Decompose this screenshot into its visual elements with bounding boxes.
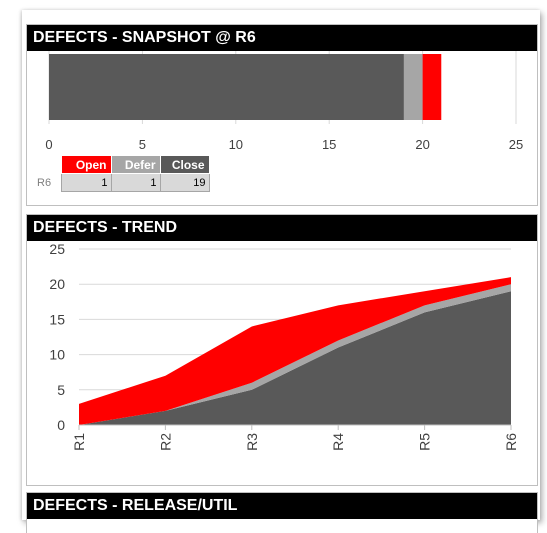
- trend-x-tick-label: R6: [503, 433, 519, 451]
- trend-y-tick-label: 0: [57, 417, 65, 433]
- trend-y-tick-label: 10: [49, 347, 65, 363]
- trend-chart: 0 5 10 15 20 25 R1 R2 R3 R4 R5 R6: [49, 241, 519, 451]
- data-table-value-open: 1: [60, 173, 112, 192]
- trend-area-open: [79, 277, 511, 425]
- snapshot-x-tick-label: 0: [45, 137, 52, 151]
- data-table-value-defer: 1: [110, 173, 161, 192]
- snapshot-data-table: Open Defer Close R6 1 1 19: [37, 155, 210, 192]
- snapshot-panel: DEFECTS - SNAPSHOT @ R6 0 5 10 15 20 25 Open …: [26, 24, 538, 206]
- release-panel: DEFECTS - RELEASE/UTIL: [26, 492, 538, 533]
- data-table-row-label: R6: [37, 176, 52, 189]
- data-table-header-defer: Defer: [110, 155, 161, 174]
- trend-x-tick-label: R1: [71, 433, 87, 451]
- trend-area-defer: [79, 284, 511, 425]
- trend-x-tick-label: R3: [244, 433, 260, 451]
- trend-x-tick-label: R4: [330, 433, 346, 451]
- trend-panel-title: DEFECTS - TREND: [27, 215, 537, 241]
- snapshot-bar-close: [49, 54, 404, 120]
- release-panel-title: DEFECTS - RELEASE/UTIL: [27, 493, 537, 519]
- snapshot-panel-title: DEFECTS - SNAPSHOT @ R6: [27, 25, 537, 51]
- trend-y-tick-label: 25: [49, 241, 65, 257]
- data-table-header-open: Open: [60, 155, 112, 174]
- trend-y-tick-label: 20: [49, 276, 65, 292]
- snapshot-bar-defer: [403, 54, 423, 120]
- snapshot-chart: 0 5 10 15 20 25: [45, 51, 523, 151]
- snapshot-x-tick-label: 20: [415, 137, 429, 151]
- trend-x-tick-label: R5: [417, 433, 433, 451]
- trend-y-tick-label: 5: [57, 382, 65, 398]
- data-table-corner: [37, 156, 61, 174]
- snapshot-x-tick-label: 5: [139, 137, 146, 151]
- snapshot-bar-open: [422, 54, 442, 120]
- data-table-value-close: 19: [159, 173, 210, 192]
- snapshot-x-tick-label: 25: [509, 137, 523, 151]
- trend-x-tick-label: R2: [157, 433, 173, 451]
- snapshot-x-tick-label: 15: [322, 137, 336, 151]
- trend-panel: DEFECTS - TREND 0 5 10 15 20 25 R1 R2 R3 R4 R5 R6: [26, 214, 538, 486]
- snapshot-x-tick-label: 10: [229, 137, 243, 151]
- trend-y-tick-label: 15: [49, 311, 65, 327]
- trend-area-close: [79, 291, 511, 425]
- data-table-header-close: Close: [159, 155, 210, 174]
- dashboard-sheet: DEFECTS - SNAPSHOT @ R6 0 5 10 15 20 25 Open …: [22, 10, 540, 533]
